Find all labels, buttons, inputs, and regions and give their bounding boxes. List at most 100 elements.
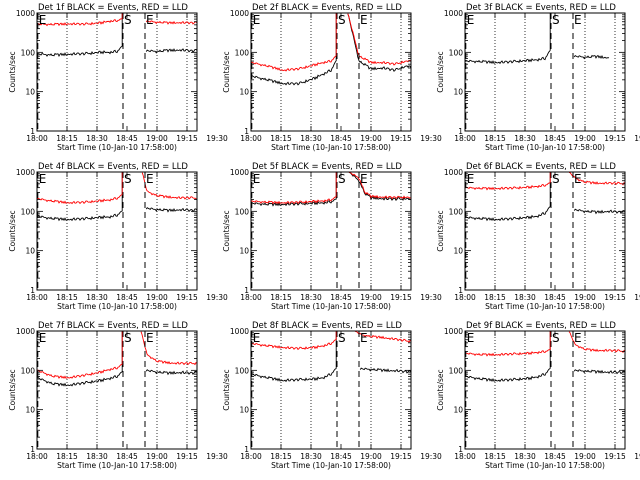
series-events-post-saa — [347, 13, 411, 72]
y-tick-label: 1000 — [230, 327, 249, 336]
x-tick-label: 19:15 — [604, 134, 626, 143]
panel-title: Det 8f BLACK = Events, RED = LLD — [252, 321, 402, 331]
y-tick-label: 10 — [25, 88, 35, 97]
panel-series — [465, 331, 625, 383]
x-axis-label: Start Time (10-Jan-10 17:58:00) — [57, 461, 177, 470]
x-tick-label: 18:30 — [514, 293, 536, 302]
panel-series — [251, 331, 411, 383]
panel-title: Det 6f BLACK = Events, RED = LLD — [466, 162, 616, 172]
marker-saa-label: S — [552, 13, 560, 27]
y-tick-label: 100 — [21, 366, 36, 375]
marker-start-label: E — [39, 331, 47, 345]
x-tick-label: 19:00 — [574, 452, 596, 461]
marker-start-label: E — [253, 13, 261, 27]
y-tick-label: 1 — [30, 286, 35, 295]
series-lld-pre-saa — [251, 196, 337, 205]
x-tick-label: 18:00 — [454, 452, 476, 461]
marker-saa-label: S — [124, 331, 132, 345]
y-tick-label: 100 — [21, 207, 36, 216]
y-axis-label: Counts/sec — [222, 51, 231, 92]
series-lld-pre-saa — [37, 194, 123, 205]
panel-frame — [464, 330, 626, 450]
x-tick-label: 19:15 — [176, 293, 198, 302]
x-axis-label: Start Time (10-Jan-10 17:58:00) — [57, 143, 177, 152]
panel-series — [465, 172, 625, 222]
y-tick-label: 100 — [21, 48, 36, 57]
x-tick-label: 19:15 — [390, 293, 412, 302]
x-tick-label: 19:30 — [420, 452, 442, 461]
y-axis-label: Counts/sec — [8, 369, 17, 410]
x-tick-label: 19:00 — [146, 293, 168, 302]
y-tick-label: 100 — [235, 366, 250, 375]
y-tick-label: 1000 — [16, 9, 35, 18]
x-tick-label: 18:45 — [116, 293, 138, 302]
marker-saa-label: S — [338, 13, 346, 27]
y-tick-label: 10 — [239, 88, 249, 97]
y-tick-label: 100 — [235, 48, 250, 57]
x-tick-label: 18:30 — [86, 452, 108, 461]
series-events-pre-saa — [251, 198, 337, 207]
x-tick-label: 18:15 — [56, 134, 78, 143]
panel-frame — [250, 330, 412, 450]
x-tick-label: 19:00 — [360, 293, 382, 302]
x-tick-label: 18:00 — [454, 293, 476, 302]
x-tick-label: 18:00 — [26, 134, 48, 143]
marker-end-label: E — [574, 13, 582, 27]
x-tick-label: 18:15 — [56, 452, 78, 461]
series-events-pre-saa — [37, 371, 123, 387]
x-tick-label: 18:00 — [454, 134, 476, 143]
x-tick-label: 19:30 — [206, 452, 228, 461]
x-tick-label: 18:00 — [240, 293, 262, 302]
marker-end-label: E — [146, 172, 154, 186]
marker-start-label: E — [39, 13, 47, 27]
panel-series — [251, 172, 411, 207]
series-events-pre-saa — [251, 60, 337, 86]
x-tick-label: 19:15 — [176, 452, 198, 461]
y-tick-label: 10 — [453, 406, 463, 415]
x-axis-label: Start Time (10-Jan-10 17:58:00) — [485, 143, 605, 152]
x-axis-label: Start Time (10-Jan-10 17:58:00) — [271, 461, 391, 470]
marker-saa-label: S — [124, 172, 132, 186]
x-tick-label: 18:30 — [300, 134, 322, 143]
marker-start-label: E — [253, 172, 261, 186]
x-tick-label: 19:00 — [574, 134, 596, 143]
panel-series — [37, 331, 197, 387]
y-tick-label: 10 — [239, 406, 249, 415]
y-tick-label: 100 — [449, 48, 464, 57]
y-tick-label: 100 — [235, 207, 250, 216]
series-events-pre-saa — [465, 368, 551, 383]
x-tick-label: 18:45 — [544, 452, 566, 461]
marker-end-label: E — [360, 331, 368, 345]
x-axis-label: Start Time (10-Jan-10 17:58:00) — [57, 302, 177, 311]
x-tick-label: 18:15 — [484, 293, 506, 302]
panel-frame — [464, 12, 626, 132]
panel-frame — [36, 12, 198, 132]
panel-title: Det 7f BLACK = Events, RED = LLD — [38, 321, 188, 331]
x-tick-label: 19:30 — [634, 134, 640, 143]
marker-start-label: E — [467, 331, 475, 345]
series-lld-pre-saa — [251, 55, 337, 72]
y-tick-label: 10 — [239, 247, 249, 256]
x-tick-label: 18:45 — [544, 134, 566, 143]
series-lld-pre-saa — [37, 18, 123, 27]
x-tick-label: 18:15 — [56, 293, 78, 302]
panel-series — [37, 13, 197, 57]
x-tick-label: 18:15 — [270, 293, 292, 302]
series-events-pre-saa — [465, 206, 551, 222]
series-events-post-saa — [573, 369, 625, 375]
x-tick-label: 18:00 — [26, 293, 48, 302]
series-lld-pre-saa — [465, 182, 551, 191]
y-axis-label: Counts/sec — [8, 210, 17, 251]
marker-end-label: E — [146, 331, 154, 345]
x-tick-label: 19:30 — [206, 134, 228, 143]
panel-title: Det 5f BLACK = Events, RED = LLD — [252, 162, 402, 172]
x-tick-label: 19:00 — [146, 134, 168, 143]
y-tick-label: 1 — [458, 127, 463, 136]
marker-start-label: E — [467, 13, 475, 27]
marker-end-label: E — [146, 13, 154, 27]
series-events-pre-saa — [37, 45, 123, 57]
